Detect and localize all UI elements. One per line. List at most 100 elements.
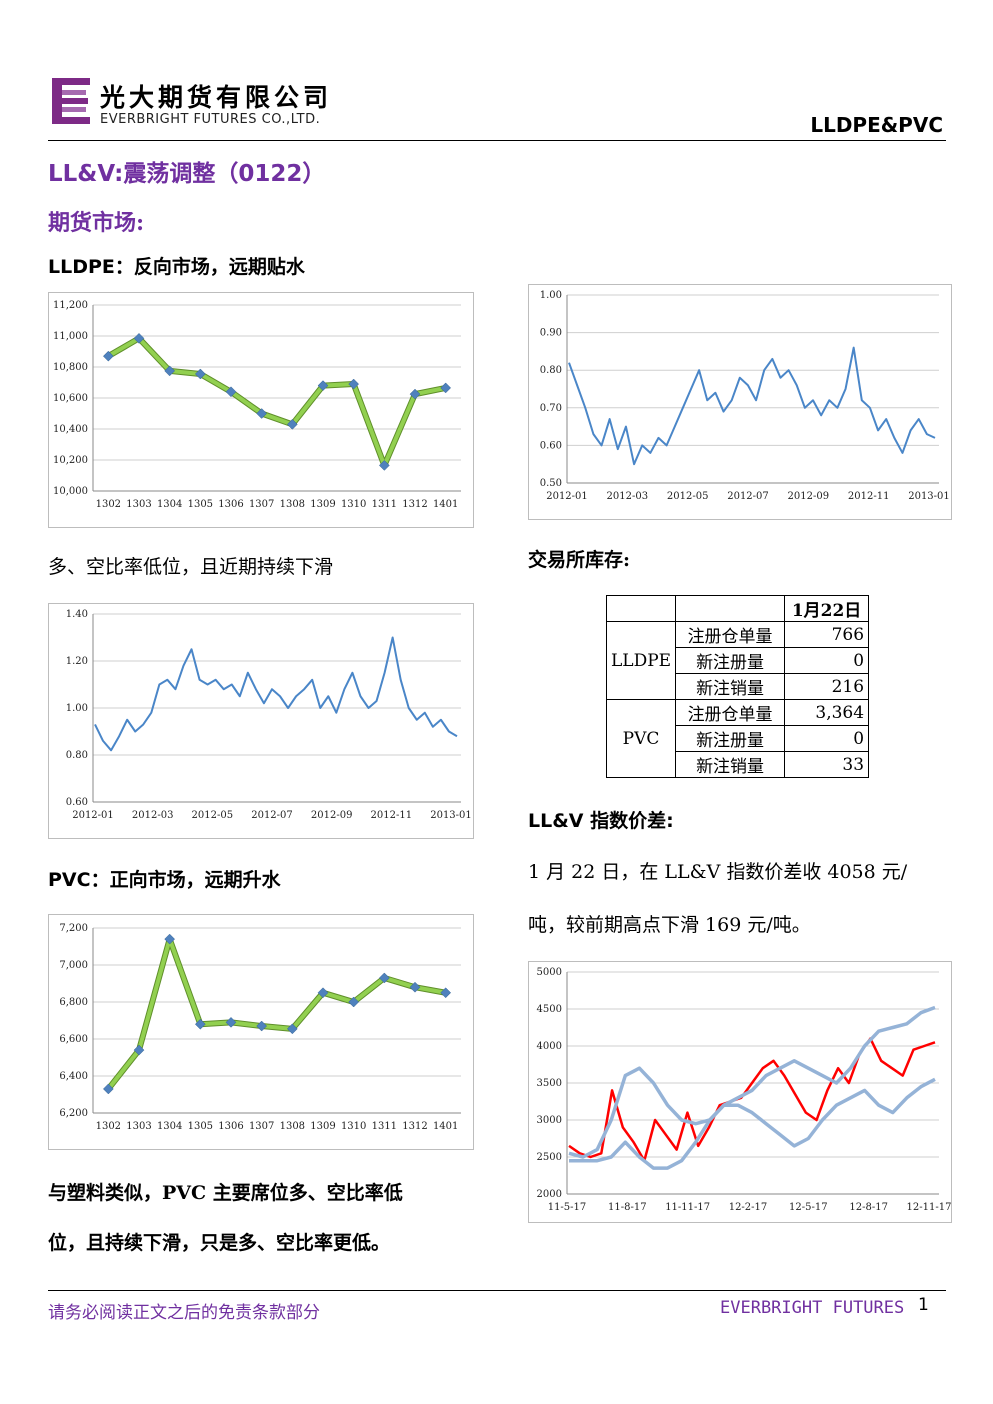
y-tick-label: 7,200 [59, 923, 88, 934]
table-row: 新注册量 0 [607, 647, 870, 674]
y-tick-label: 1.20 [66, 656, 88, 667]
y-tick-label: 6,200 [59, 1108, 88, 1119]
y-tick-label: 10,600 [53, 393, 88, 404]
table-header-row: 1月22日 [605, 595, 870, 622]
x-tick-label: 1310 [341, 499, 366, 510]
inventory-table: 1月22日 LLDPE 注册仓单量 766 新注册量 0 新注销量 216 PV… [605, 595, 870, 778]
pvc-curve-chart: 6,200 6,400 6,600 6,800 7,000 7,200 1302 1303 13… [48, 914, 474, 1150]
x-tick-label: 2013-01 [430, 810, 472, 821]
x-tick-label: 1302 [96, 499, 121, 510]
x-tick-label: 1311 [372, 499, 397, 510]
table-cell [675, 595, 786, 622]
spread-heading: LL&V 指数价差: [528, 810, 674, 832]
footer-disclaimer[interactable]: 请务必阅读正文之后的免责条款部分 [48, 1303, 320, 1323]
lldpe-ratio-chart: 0.60 0.80 1.00 1.20 1.40 2012-01 2012-03 2012-0… [48, 603, 474, 839]
data-point [133, 1044, 145, 1056]
x-tick-label: 2012-05 [667, 491, 709, 502]
series-line [106, 937, 447, 1091]
table-row: LLDPE 注册仓单量 766 [605, 621, 870, 700]
data-point [102, 1083, 114, 1095]
company-name-en: EVERBRIGHT FUTURES CO.,LTD. [100, 112, 321, 127]
x-tick-label: 1306 [218, 499, 243, 510]
x-tick-label: 12-8-17 [849, 1202, 888, 1213]
y-tick-label: 5000 [537, 967, 562, 978]
y-tick-label: 11,000 [53, 331, 88, 342]
data-point [225, 386, 237, 398]
data-point [440, 987, 452, 999]
x-tick-label: 1303 [126, 499, 151, 510]
data-point [409, 388, 421, 400]
y-tick-label: 0.60 [66, 797, 88, 808]
row-value: 0 [784, 647, 870, 674]
row-label: 注册仓单量 [675, 699, 786, 726]
x-tick-label: 1307 [249, 1121, 274, 1132]
y-tick-label: 1.00 [540, 290, 562, 301]
y-tick-label: 7,000 [59, 960, 88, 971]
series-line [568, 346, 936, 466]
pvc-curve-svg: 6,200 6,400 6,600 6,800 7,000 7,200 1302 1303 13… [59, 923, 461, 1132]
y-tick-label: 3500 [537, 1078, 562, 1089]
x-tick-label: 1302 [96, 1121, 121, 1132]
row-value: 3,364 [784, 699, 870, 726]
group-pvc: PVC [605, 699, 677, 778]
report-topic: LLDPE&PVC [810, 113, 943, 137]
pvc-para-line2: 位，且持续下滑，只是多、空比率更低。 [48, 1232, 391, 1254]
pvc-ratio-svg: 0.50 0.60 0.70 0.80 0.90 1.00 2012-01 2012-03 20… [540, 290, 950, 502]
report-title: LL&V:震荡调整（0122） [48, 161, 326, 187]
inventory-heading: 交易所库存: [528, 549, 631, 571]
lldpe-heading-prefix: LLDPE [48, 256, 115, 278]
pvc-heading-prefix: PVC [48, 869, 91, 891]
row-label: 注册仓单量 [675, 621, 786, 648]
y-tick-label: 0.70 [540, 403, 562, 414]
y-tick-label: 0.50 [540, 478, 562, 489]
series-line [568, 1037, 936, 1162]
row-label: 新注册量 [675, 725, 786, 752]
table-row: 新注销量 33 [607, 751, 870, 778]
y-tick-label: 11,200 [53, 300, 88, 311]
series-line [569, 1077, 936, 1170]
row-label: 新注册量 [675, 647, 786, 674]
footer-brand: EVERBRIGHT FUTURES [720, 1298, 905, 1318]
x-tick-label: 2012-05 [192, 810, 234, 821]
data-point [164, 365, 176, 377]
row-value: 766 [784, 621, 870, 648]
y-tick-label: 4500 [537, 1004, 562, 1015]
x-tick-label: 2012-01 [546, 491, 588, 502]
pvc-heading-text: ：正向市场，远期升水 [90, 869, 281, 891]
y-tick-label: 6,600 [59, 1034, 88, 1045]
lldpe-curve-chart: 10,000 10,200 10,400 10,600 10,800 11,000 11,2… [48, 292, 474, 528]
group-lldpe: LLDPE [605, 621, 677, 700]
y-tick-label: 0.80 [66, 750, 88, 761]
company-logo [52, 78, 90, 124]
row-value: 0 [784, 725, 870, 752]
data-point [225, 1016, 237, 1028]
spread-para-line1: 1 月 22 日，在 LL&V 指数价差收 4058 元/ [528, 861, 908, 883]
data-point [164, 933, 176, 945]
data-point [317, 380, 329, 391]
row-value: 33 [784, 751, 870, 778]
x-tick-label: 12-5-17 [789, 1202, 828, 1213]
y-tick-label: 3000 [537, 1115, 562, 1126]
x-tick-label: 2012-01 [72, 810, 114, 821]
data-point [440, 382, 452, 394]
x-tick-label: 1309 [310, 1121, 335, 1132]
x-tick-label: 1401 [433, 1121, 458, 1132]
spread-para-line2: 吨，较前期高点下滑 169 元/吨。 [528, 914, 811, 936]
x-tick-label: 2012-09 [788, 491, 830, 502]
series-line [94, 636, 458, 752]
y-tick-label: 1.40 [66, 609, 88, 620]
page-number: 1 [918, 1295, 929, 1315]
y-tick-label: 6,800 [59, 997, 88, 1008]
pvc-ratio-chart: 0.50 0.60 0.70 0.80 0.90 1.00 2012-01 2012-03 20… [528, 284, 952, 520]
x-tick-label: 2012-11 [371, 810, 413, 821]
x-tick-label: 1304 [157, 1121, 182, 1132]
lldpe-curve-svg: 10,000 10,200 10,400 10,600 10,800 11,000 11,2… [53, 300, 461, 510]
x-tick-label: 2012-07 [727, 491, 769, 502]
table-cell [605, 595, 677, 622]
y-tick-label: 0.60 [540, 440, 562, 451]
row-label: 新注销量 [675, 751, 786, 778]
x-tick-label: 11-5-17 [548, 1202, 587, 1213]
x-tick-label: 2013-01 [908, 491, 950, 502]
x-tick-label: 11-11-17 [665, 1202, 710, 1213]
x-tick-label: 1307 [249, 499, 274, 510]
